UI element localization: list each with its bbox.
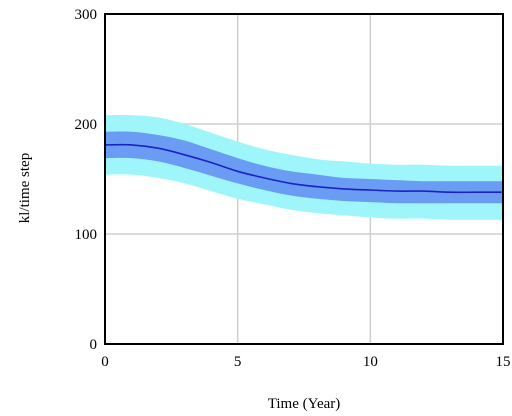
y-tick-label-100: 100 xyxy=(75,227,98,243)
confidence-bands xyxy=(105,115,503,220)
x-tick-label-15: 15 xyxy=(496,354,511,370)
median-line-layer xyxy=(104,143,503,194)
x-tick-label-0: 0 xyxy=(101,354,109,370)
y-tick-label-300: 300 xyxy=(75,7,98,23)
y-tick-label-200: 200 xyxy=(75,117,98,133)
plot-frame xyxy=(104,13,504,345)
y-tick-label-0: 0 xyxy=(90,337,98,353)
x-tick-label-5: 5 xyxy=(234,354,242,370)
y-axis-label: kl/time step xyxy=(17,153,33,223)
median-line xyxy=(104,143,503,194)
inner-confidence-band xyxy=(105,131,503,204)
plot-border xyxy=(104,13,504,345)
outer-confidence-band xyxy=(105,115,503,220)
tick-labels: 0 5 10 15 0 100 200 300 xyxy=(75,7,511,370)
x-tick-label-10: 10 xyxy=(363,354,378,370)
x-axis-label: Time (Year) xyxy=(268,396,341,412)
